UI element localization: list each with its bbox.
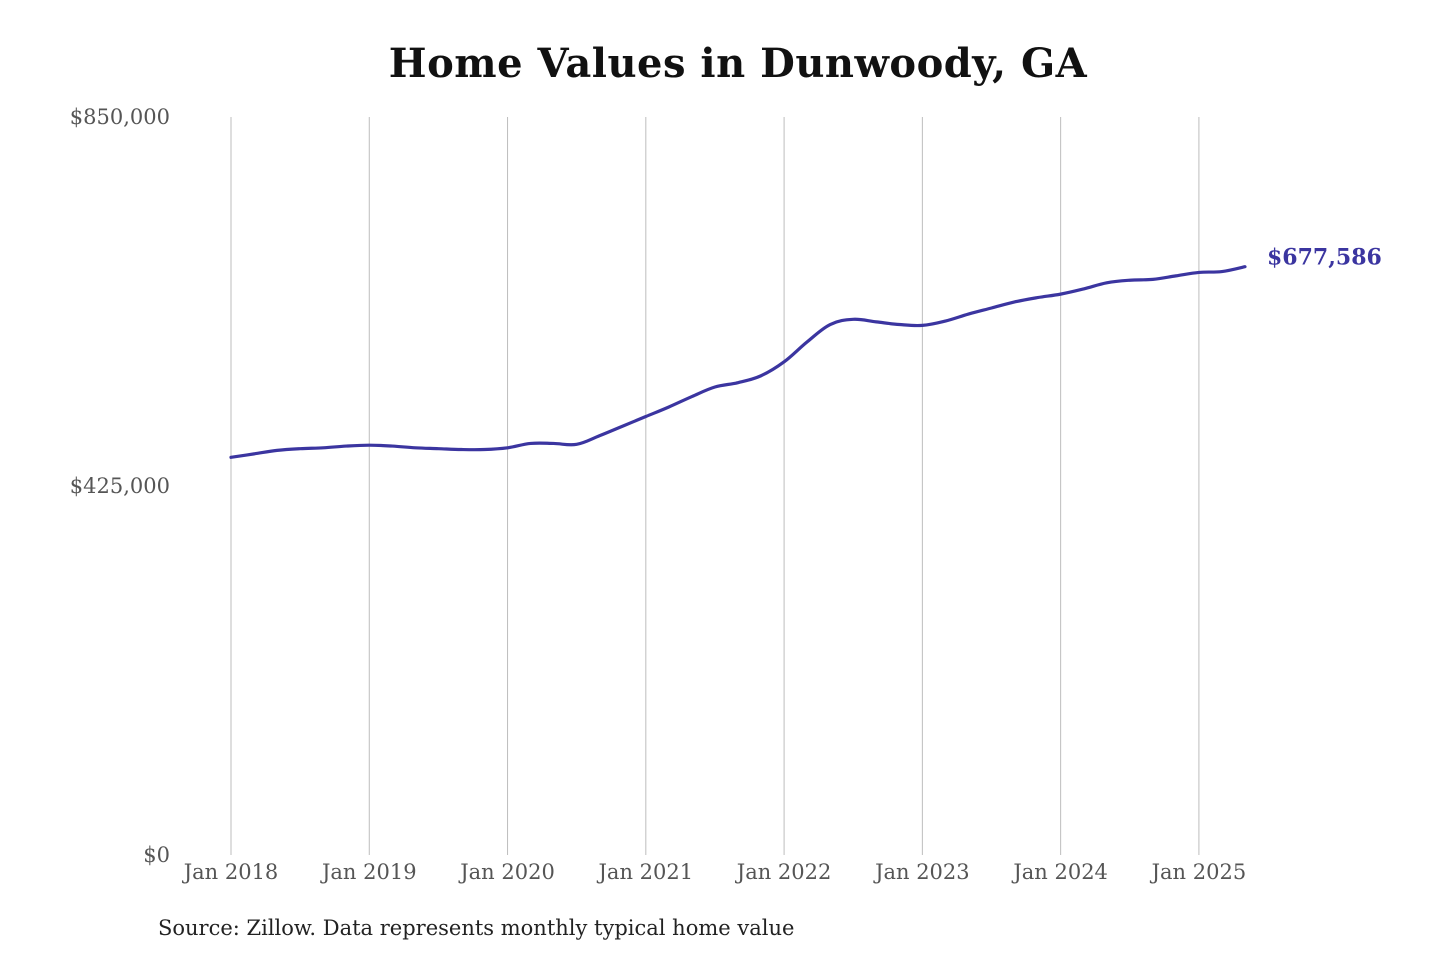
y-tick-label: $850,000 (70, 105, 170, 129)
x-tick-label: Jan 2019 (320, 860, 417, 884)
x-tick-label: Jan 2021 (597, 860, 694, 884)
x-tick-label: Jan 2024 (1011, 860, 1108, 884)
x-axis-ticks: Jan 2018 Jan 2019 Jan 2020 Jan 2021 Jan 2022… (182, 860, 1247, 884)
chart-title: Home Values in Dunwoody, GA (388, 40, 1088, 87)
x-tick-label: Jan 2020 (458, 860, 555, 884)
end-value-label: $677,586 (1267, 245, 1382, 271)
x-tick-label: Jan 2022 (735, 860, 832, 884)
series-line (229, 265, 1247, 459)
y-axis-ticks: $0 $425,000 $850,000 (70, 105, 170, 867)
source-note: Source: Zillow. Data represents monthly … (158, 916, 795, 940)
gridlines (230, 117, 1200, 855)
x-tick-label: Jan 2023 (873, 860, 970, 884)
end-label-layer: $677,586 (1267, 245, 1382, 271)
x-tick-label: Jan 2018 (182, 860, 279, 884)
y-tick-label: $425,000 (70, 474, 170, 498)
y-tick-label: $0 (143, 843, 170, 867)
series-layer (229, 265, 1247, 459)
x-tick-label: Jan 2025 (1150, 860, 1247, 884)
